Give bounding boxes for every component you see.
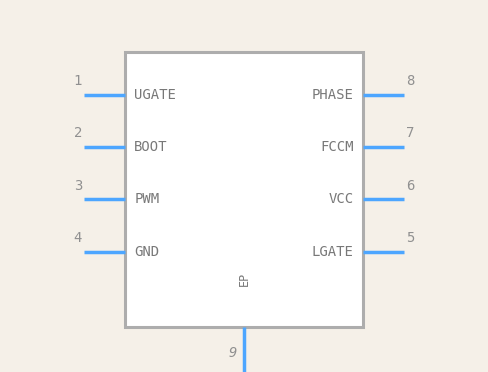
Text: 6: 6 [406,179,414,193]
Text: LGATE: LGATE [312,245,354,259]
Text: 9: 9 [228,346,237,360]
Text: 3: 3 [74,179,82,193]
Text: FCCM: FCCM [320,140,354,154]
Text: GND: GND [134,245,160,259]
Text: 4: 4 [74,231,82,245]
Text: VCC: VCC [328,192,354,206]
Text: PWM: PWM [134,192,160,206]
Text: PHASE: PHASE [312,88,354,102]
Text: UGATE: UGATE [134,88,176,102]
Text: BOOT: BOOT [134,140,168,154]
Text: EP: EP [238,272,250,286]
Text: 5: 5 [406,231,414,245]
Text: 1: 1 [74,74,82,88]
Bar [125,52,363,327]
Text: 8: 8 [406,74,414,88]
Text: 7: 7 [406,126,414,140]
Text: 2: 2 [74,126,82,140]
